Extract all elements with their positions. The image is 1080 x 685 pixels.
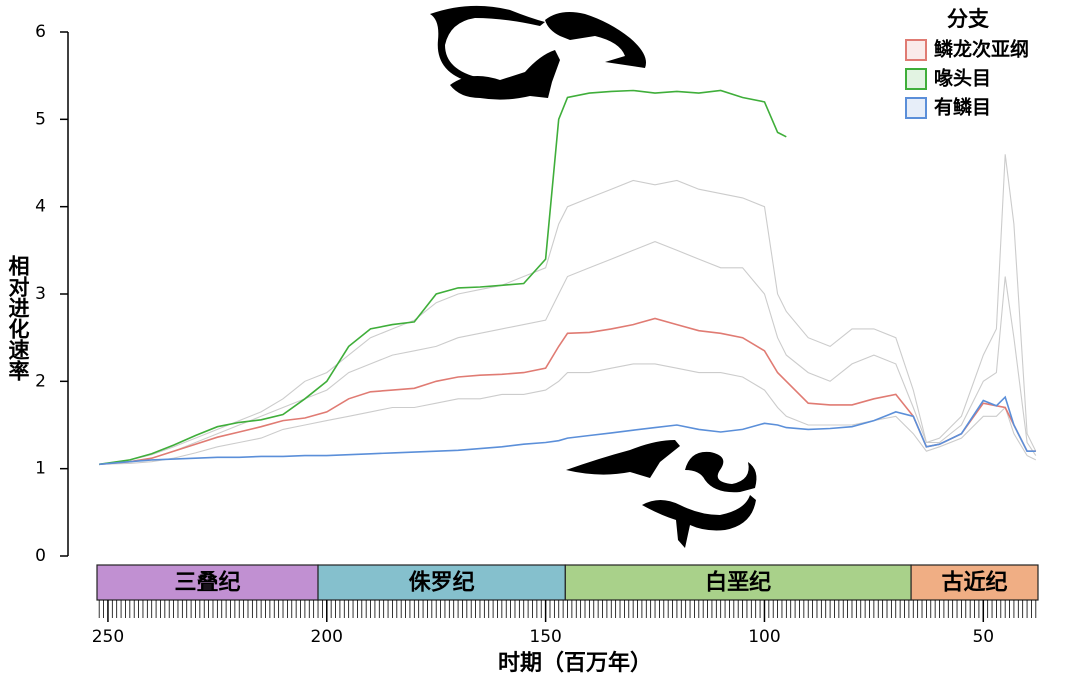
legend-item: 鳞龙次亚纲 <box>905 38 1029 61</box>
silhouettes <box>430 5 757 548</box>
series-line <box>99 395 1036 466</box>
legend-item: 有鳞目 <box>905 96 991 119</box>
legend-label: 鳞龙次亚纲 <box>934 38 1029 61</box>
series-line <box>99 241 1037 465</box>
y-axis-label: 相对进化速率 <box>6 254 30 382</box>
series-line <box>99 89 787 466</box>
legend-label: 有鳞目 <box>934 96 991 119</box>
series-line <box>99 363 1037 465</box>
y-tick-label: 0 <box>35 546 46 566</box>
x-axis-label: 时期（百万年） <box>498 650 652 676</box>
legend-label: 喙头目 <box>934 67 991 90</box>
y-tick-label: 4 <box>35 197 46 217</box>
y-tick-label: 5 <box>35 109 46 129</box>
legend-title: 分支 <box>947 7 990 31</box>
series-line <box>99 154 1037 465</box>
x-tick-label: 250 <box>92 627 124 647</box>
x-tick-label: 150 <box>529 627 561 647</box>
x-tick-label: 200 <box>311 627 343 647</box>
period-label: 白垩纪 <box>705 570 771 596</box>
x-tick-label: 50 <box>972 627 994 647</box>
legend-swatch <box>905 97 927 119</box>
x-tick-label: 100 <box>748 627 780 647</box>
legend-swatch <box>905 39 927 61</box>
y-tick-label: 6 <box>35 22 46 42</box>
period-label: 侏罗纪 <box>409 570 475 596</box>
period-box <box>317 564 566 601</box>
period-box <box>96 564 319 601</box>
legend-item: 喙头目 <box>905 67 991 90</box>
y-tick-label: 1 <box>35 459 46 479</box>
period-label: 古近纪 <box>942 570 1008 596</box>
y-tick-label: 3 <box>35 284 46 304</box>
legend-swatch <box>905 68 927 90</box>
y-tick-label: 2 <box>35 371 46 391</box>
period-box <box>910 564 1039 601</box>
period-label: 三叠纪 <box>175 570 241 596</box>
